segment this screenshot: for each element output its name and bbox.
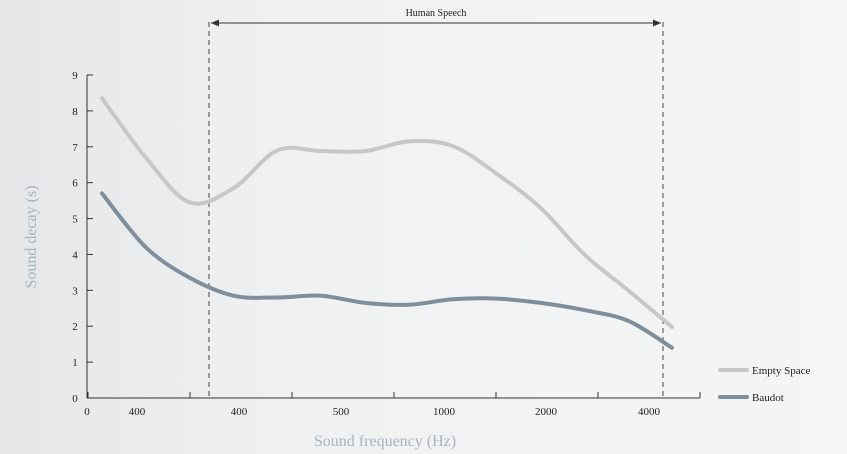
region-arrow-left-head bbox=[211, 19, 219, 27]
y-tick-label: 2 bbox=[72, 321, 78, 333]
y-tick-label: 4 bbox=[72, 249, 78, 261]
y-tick-label: 9 bbox=[72, 70, 78, 82]
x-tick-label: 400 bbox=[231, 406, 248, 418]
x-tick-label: 400 bbox=[129, 406, 146, 418]
series-line-empty-space bbox=[100, 96, 674, 329]
legend-label-empty-space: Empty Space bbox=[752, 365, 810, 377]
y-tick-label: 5 bbox=[72, 214, 78, 226]
human-speech-region: Human Speech bbox=[208, 8, 664, 398]
x-ticks: 0 400 400 500 1000 2000 4000 bbox=[84, 392, 701, 418]
x-tick-label: 2000 bbox=[535, 406, 558, 418]
x-tick-label: 1000 bbox=[433, 406, 456, 418]
x-axis-title: Sound frequency (Hz) bbox=[314, 433, 456, 450]
y-tick-label: 8 bbox=[72, 106, 78, 118]
series-line-baudot bbox=[100, 191, 674, 350]
y-tick-label: 3 bbox=[72, 285, 78, 297]
region-arrow-right-head bbox=[653, 19, 661, 27]
y-tick-label: 0 bbox=[72, 393, 78, 405]
region-label: Human Speech bbox=[406, 8, 467, 19]
x-tick-label: 0 bbox=[84, 406, 90, 418]
legend-label-baudot: Baudot bbox=[752, 392, 784, 404]
x-tick-label: 500 bbox=[333, 406, 350, 418]
y-tick-label: 1 bbox=[72, 357, 78, 369]
y-tick-label: 6 bbox=[72, 178, 78, 190]
x-tick-label: 4000 bbox=[638, 406, 661, 418]
legend: Empty Space Baudot bbox=[718, 365, 810, 404]
series-layer bbox=[100, 96, 674, 350]
y-ticks: 0 1 2 3 4 5 6 7 8 9 bbox=[72, 70, 93, 405]
y-tick-label: 7 bbox=[72, 142, 78, 154]
y-axis-title: Sound decay (s) bbox=[23, 185, 40, 288]
